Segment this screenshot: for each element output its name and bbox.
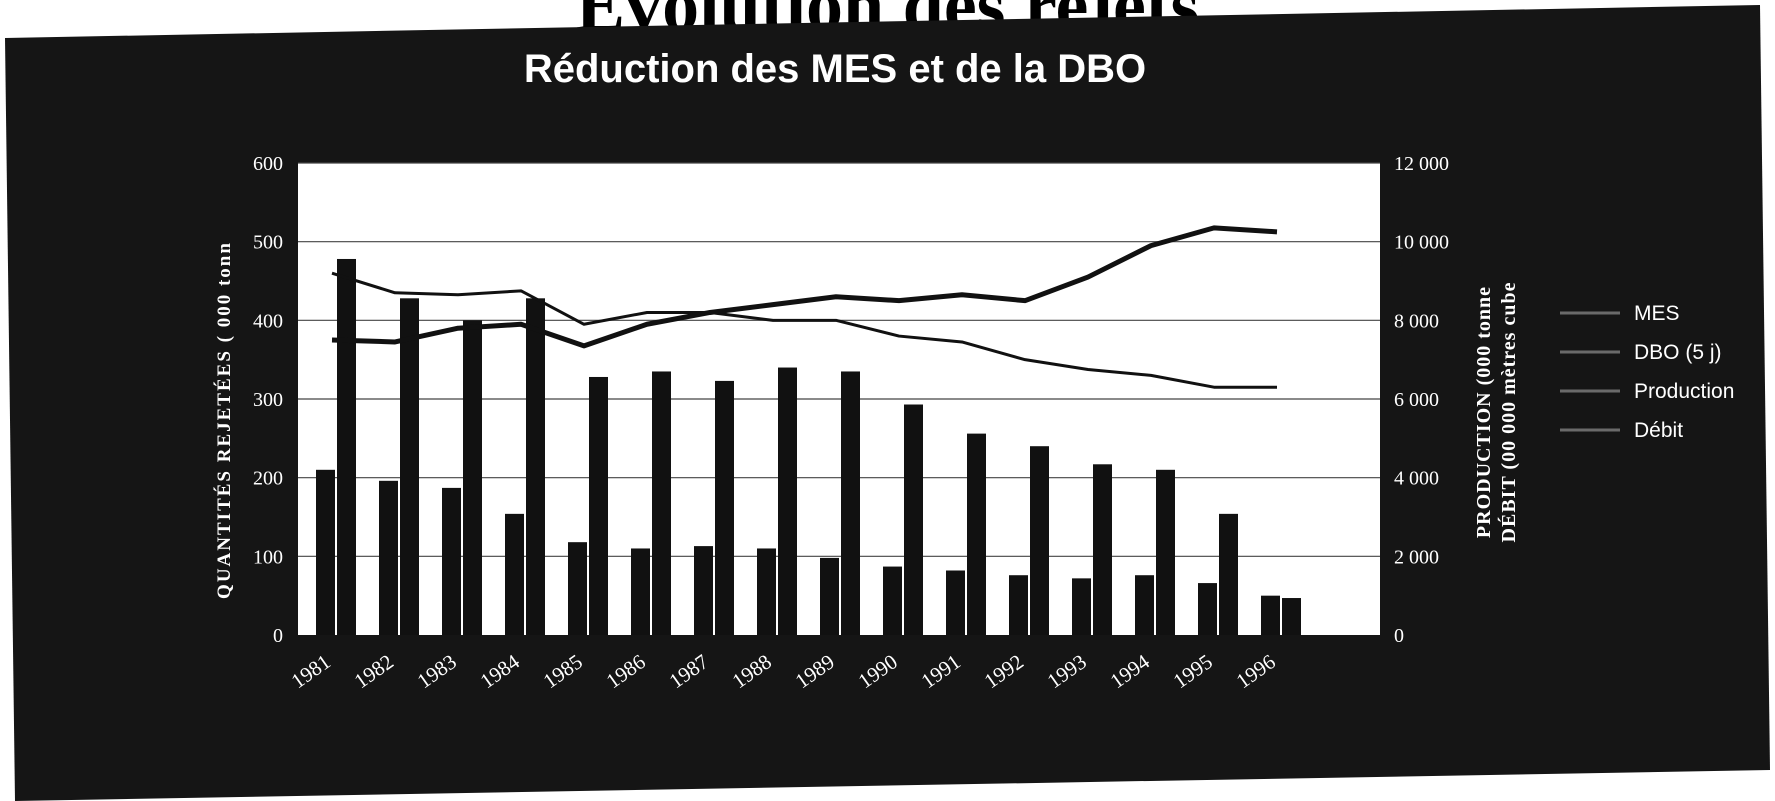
y2-tick-label: 8 000	[1394, 310, 1439, 332]
bar-mes	[694, 546, 713, 635]
bar-dbo-5-j-	[967, 433, 986, 635]
y2-tick-label: 2 000	[1394, 546, 1439, 568]
bar-dbo-5-j-	[1219, 513, 1238, 635]
y-tick-label: 400	[253, 310, 283, 332]
bar-mes	[820, 557, 839, 635]
bar-dbo-5-j-	[1156, 469, 1175, 635]
bar-mes	[505, 513, 524, 635]
y2-axis-ticks: 0 2 000 4 000 6 000 8 000 10 000 12 000	[1394, 153, 1449, 647]
bar-mes	[568, 542, 587, 635]
y2-axis-label-line1: PRODUCTION (000 tonne	[1473, 286, 1495, 538]
bar-mes	[1072, 578, 1091, 635]
bar-dbo-5-j-	[400, 298, 419, 635]
y-axis-ticks: 0 100 200 300 400 500 600	[253, 153, 283, 647]
bar-marks	[316, 258, 1301, 635]
bar-dbo-5-j-	[1093, 464, 1112, 635]
line-production	[331, 271, 1277, 389]
legend-entry: Production	[1634, 380, 1734, 403]
bar-dbo-5-j-	[1282, 598, 1301, 635]
bar-mes	[316, 469, 335, 635]
bar-dbo-5-j-	[652, 371, 671, 635]
y2-tick-label: 0	[1394, 625, 1404, 647]
bar-mes	[883, 566, 902, 635]
bar-dbo-5-j-	[778, 367, 797, 635]
y2-tick-label: 4 000	[1394, 468, 1439, 490]
bar-mes	[442, 487, 461, 635]
bar-dbo-5-j-	[715, 380, 734, 635]
y-tick-label: 200	[253, 468, 283, 490]
bar-dbo-5-j-	[526, 298, 545, 635]
legend-entry: Débit	[1634, 419, 1683, 442]
y-tick-label: 300	[253, 389, 283, 411]
y2-axis-label-line2: DÉBIT (00 000 mètres cube	[1497, 282, 1520, 543]
bar-dbo-5-j-	[337, 258, 356, 635]
y-tick-label: 0	[273, 625, 283, 647]
bar-dbo-5-j-	[1030, 446, 1049, 635]
bar-mes	[757, 548, 776, 635]
bar-mes	[379, 480, 398, 635]
bar-dbo-5-j-	[841, 371, 860, 635]
chart-title: Réduction des MES et de la DBO	[524, 47, 1146, 91]
legend: MES DBO (5 j) Production Débit	[1560, 302, 1734, 442]
y-axis-label: QUANTITÉS REJETÉES ( 000 tonn	[213, 241, 235, 599]
bar-dbo-5-j-	[463, 320, 482, 635]
bar-dbo-5-j-	[904, 404, 923, 635]
legend-entry: MES	[1634, 302, 1680, 325]
y-tick-label: 100	[253, 546, 283, 568]
y-tick-label: 500	[253, 232, 283, 254]
bar-mes	[1009, 575, 1028, 635]
line-d-bit	[331, 225, 1278, 349]
bar-mes	[1261, 595, 1280, 635]
bar-mes	[631, 548, 650, 635]
bar-mes	[1198, 583, 1217, 635]
bar-dbo-5-j-	[589, 376, 608, 635]
y2-tick-label: 12 000	[1394, 153, 1449, 175]
bar-mes	[946, 570, 965, 635]
bar-mes	[1135, 575, 1154, 635]
legend-entry: DBO (5 j)	[1634, 341, 1722, 364]
y2-tick-label: 10 000	[1394, 232, 1449, 254]
y2-tick-label: 6 000	[1394, 389, 1439, 411]
line-marks	[331, 225, 1278, 389]
y-tick-label: 600	[253, 153, 283, 175]
